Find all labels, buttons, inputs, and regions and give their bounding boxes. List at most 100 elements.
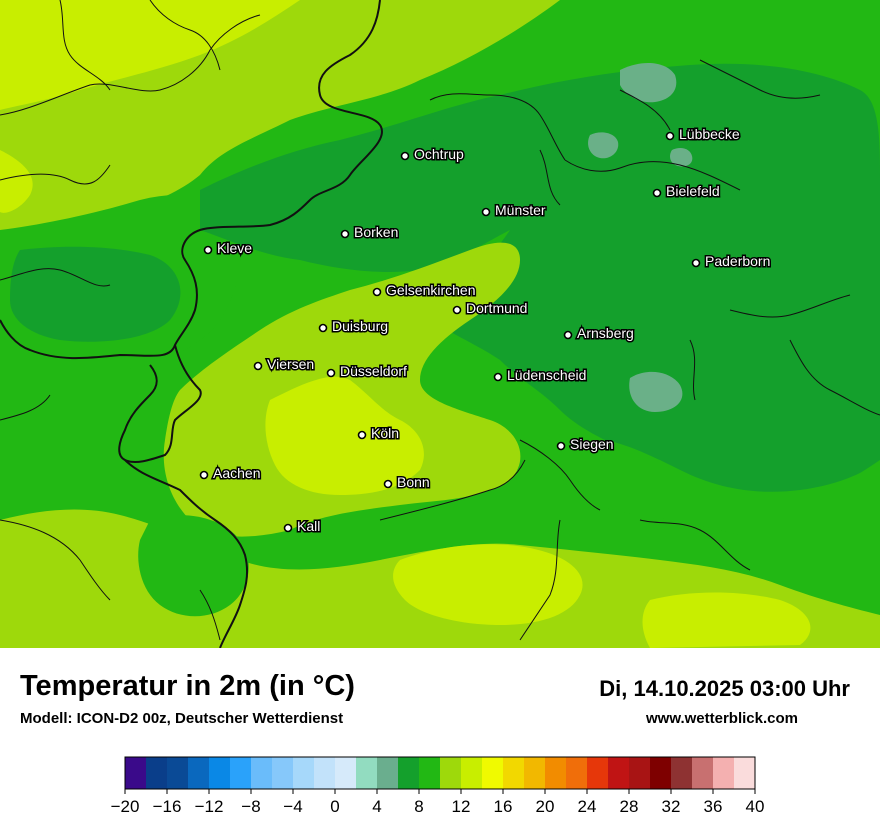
legend-swatch xyxy=(356,757,378,789)
city-label: Lüdenscheid xyxy=(507,367,586,383)
model-source: Modell: ICON-D2 00z, Deutscher Wetterdie… xyxy=(20,710,344,727)
legend-swatch xyxy=(587,757,609,789)
forecast-datetime: Di, 14.10.2025 03:00 Uhr xyxy=(599,676,850,701)
city-borken: Borken xyxy=(340,223,400,242)
legend-swatch xyxy=(524,757,546,789)
city-label: Bielefeld xyxy=(666,183,720,199)
temp-field-rhine-warmer xyxy=(265,376,424,495)
legend-tick-label: 16 xyxy=(494,797,513,816)
city-ochtrup: Ochtrup xyxy=(400,145,466,164)
legend-frame xyxy=(124,756,756,790)
city-bielefeld: Bielefeld xyxy=(652,182,721,201)
legend-tick-label: −4 xyxy=(283,797,302,816)
legend-tick-label: −16 xyxy=(153,797,182,816)
temp-field-cold-2 xyxy=(588,132,619,159)
city-siegen: Siegen xyxy=(556,435,615,454)
city-label: Dortmund xyxy=(466,300,527,316)
city-label: Viersen xyxy=(267,356,314,372)
city-label: Siegen xyxy=(570,436,614,452)
legend-tick-label: 8 xyxy=(414,797,423,816)
city-label: Kleve xyxy=(217,240,252,256)
city-label: Köln xyxy=(371,425,399,441)
temp-field-central-cool xyxy=(200,63,880,500)
legend-swatch xyxy=(713,757,735,789)
temp-field-cold-4 xyxy=(670,148,693,167)
city-duisburg: Duisburg xyxy=(318,317,390,336)
temp-field-west-cool xyxy=(10,246,181,342)
city-label: Paderborn xyxy=(705,253,770,269)
temp-field-cold-3 xyxy=(629,371,683,412)
legend-swatch xyxy=(482,757,504,789)
legend-swatch xyxy=(335,757,357,789)
legend-swatch xyxy=(545,757,567,789)
city-luebbecke: Lübbecke xyxy=(665,125,741,144)
legend-tick-label: 12 xyxy=(452,797,471,816)
legend-swatch xyxy=(167,757,189,789)
city-koeln: Köln xyxy=(357,424,401,443)
country-borders xyxy=(0,0,383,648)
legend-tick-label: −12 xyxy=(195,797,224,816)
city-viersen: Viersen xyxy=(253,355,316,374)
legend-swatch xyxy=(209,757,231,789)
city-muenster: Münster xyxy=(481,201,547,220)
legend-tick-label: 4 xyxy=(372,797,381,816)
website-url: www.wetterblick.com xyxy=(646,710,798,727)
legend-swatch xyxy=(566,757,588,789)
city-label: Bonn xyxy=(397,474,430,490)
temp-field-cold-1 xyxy=(620,63,677,103)
city-arnsberg: Arnsberg xyxy=(563,324,635,343)
city-luedenscheid: Lüdenscheid xyxy=(493,366,588,385)
city-label: Münster xyxy=(495,202,546,218)
temperature-map: Lübbecke Ochtrup Bielefeld Münster Borke… xyxy=(0,0,880,648)
city-label: Duisburg xyxy=(332,318,388,334)
legend-swatch xyxy=(188,757,210,789)
legend-swatch xyxy=(398,757,420,789)
legend-swatch xyxy=(734,757,756,789)
city-kleve: Kleve xyxy=(203,239,254,258)
legend-swatch xyxy=(461,757,483,789)
city-label: Arnsberg xyxy=(577,325,634,341)
temp-field-south-warmer xyxy=(393,544,583,625)
temp-field-nw-warm-patch xyxy=(0,150,33,213)
legend-swatch xyxy=(293,757,315,789)
city-label: Borken xyxy=(354,224,398,240)
city-duesseldorf: Düsseldorf xyxy=(326,362,409,381)
legend-swatch xyxy=(608,757,630,789)
legend-swatch xyxy=(692,757,714,789)
temp-field-south-warmer-2 xyxy=(642,592,811,648)
city-label: Düsseldorf xyxy=(340,363,407,379)
legend-swatch xyxy=(671,757,693,789)
map-title: Temperatur in 2m (in °C) xyxy=(20,670,355,702)
legend-swatch xyxy=(419,757,441,789)
city-label: Gelsenkirchen xyxy=(386,282,476,298)
legend-swatch xyxy=(125,757,147,789)
city-markers: Lübbecke Ochtrup Bielefeld Münster Borke… xyxy=(199,125,772,536)
legend-swatch xyxy=(650,757,672,789)
city-bonn: Bonn xyxy=(383,473,431,492)
city-label: Aachen xyxy=(213,465,260,481)
legend-swatches xyxy=(124,756,756,790)
legend-swatch xyxy=(440,757,462,789)
admin-boundaries xyxy=(0,0,880,641)
color-scale-legend: −20 −16 −12 −8 −4 0 4 8 12 16 20 24 28 32 36 40 xyxy=(111,756,765,816)
legend-tick-label: 28 xyxy=(620,797,639,816)
legend-tick-label: 40 xyxy=(746,797,765,816)
legend-tick-label: 36 xyxy=(704,797,723,816)
city-gelsenkirchen: Gelsenkirchen xyxy=(372,281,477,300)
temp-field-nw-warmer xyxy=(0,0,300,110)
city-dortmund: Dortmund xyxy=(452,299,529,318)
legend-ticks: −20 −16 −12 −8 −4 0 4 8 12 16 20 24 28 32 36 40 xyxy=(111,789,765,816)
temp-field-east-mid xyxy=(554,437,880,570)
temp-field-eifel-cool xyxy=(138,515,249,617)
legend-swatch xyxy=(377,757,399,789)
legend-tick-label: 20 xyxy=(536,797,555,816)
legend-swatch xyxy=(272,757,294,789)
legend-swatch xyxy=(146,757,168,789)
legend-tick-label: −20 xyxy=(111,797,140,816)
legend-tick-label: 24 xyxy=(578,797,597,816)
legend-swatch xyxy=(230,757,252,789)
city-aachen: Aachen xyxy=(199,464,262,483)
legend-swatch xyxy=(251,757,273,789)
city-paderborn: Paderborn xyxy=(691,252,772,271)
city-label: Lübbecke xyxy=(679,126,740,142)
